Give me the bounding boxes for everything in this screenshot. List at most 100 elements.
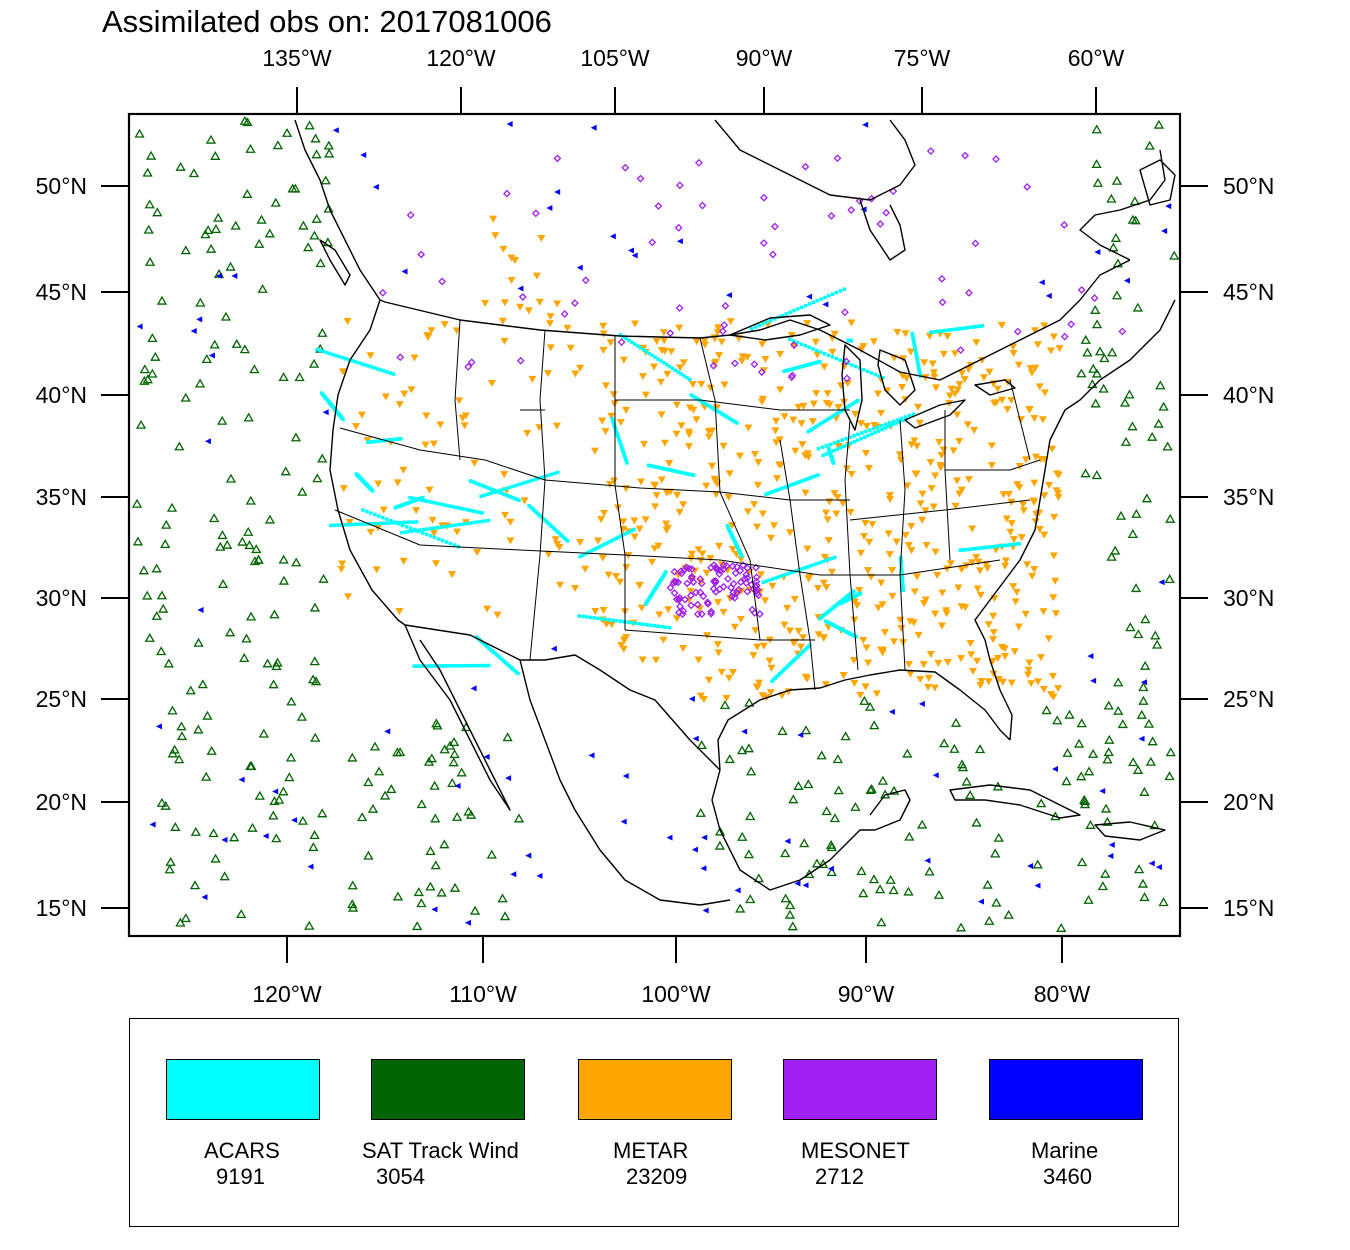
acars-marker xyxy=(432,535,437,540)
acars-marker xyxy=(911,338,916,343)
observation-markers xyxy=(131,115,1180,932)
metar-marker xyxy=(1027,680,1036,688)
metar-marker xyxy=(1027,369,1036,377)
acars-marker xyxy=(679,372,683,376)
metar-marker xyxy=(423,332,432,340)
sat-track-wind-marker xyxy=(394,747,406,757)
metar-marker xyxy=(776,386,785,394)
acars-marker xyxy=(976,324,980,329)
metar-marker xyxy=(796,643,805,651)
sat-track-wind-marker xyxy=(185,685,196,695)
metar-marker xyxy=(735,452,744,460)
mesonet-marker xyxy=(674,578,683,587)
metar-marker xyxy=(989,629,998,637)
sat-track-wind-marker xyxy=(1138,682,1149,692)
sat-track-wind-marker xyxy=(363,850,374,860)
metar-marker xyxy=(943,333,952,341)
acars-marker xyxy=(721,413,726,417)
acars-marker xyxy=(775,488,779,493)
acars-marker xyxy=(806,564,810,569)
sat-track-wind-marker xyxy=(874,884,886,894)
sat-track-wind-marker xyxy=(205,134,217,144)
mesonet-marker xyxy=(666,583,675,592)
metar-marker xyxy=(706,384,715,392)
sat-track-wind-marker xyxy=(278,575,290,585)
acars-marker xyxy=(452,543,457,547)
mesonet-marker xyxy=(742,570,751,579)
metar-marker xyxy=(949,447,958,455)
sat-track-wind-marker xyxy=(714,840,726,850)
acars-marker xyxy=(408,526,413,531)
sat-track-wind-marker xyxy=(166,502,178,512)
metar-marker xyxy=(660,347,669,355)
metar-marker xyxy=(754,459,763,467)
acars-marker xyxy=(365,509,369,514)
sat-track-wind-marker xyxy=(439,839,450,849)
metar-marker xyxy=(461,412,470,420)
mesonet-marker xyxy=(711,577,720,585)
mesonet-marker xyxy=(938,298,947,307)
acars-marker xyxy=(364,522,369,526)
metar-marker xyxy=(738,353,747,361)
metar-marker xyxy=(935,438,944,446)
sat-track-wind-marker xyxy=(151,563,162,573)
metar-marker xyxy=(920,359,929,367)
top-axis-labels: 135°W 120°W 105°W 90°W 75°W 60°W xyxy=(262,45,1124,71)
metar-marker xyxy=(753,643,762,651)
acars-marker xyxy=(686,472,690,476)
acars-marker xyxy=(770,679,774,683)
mesonet-marker xyxy=(518,293,527,301)
sat-track-wind-marker xyxy=(219,871,230,881)
sat-track-wind-marker xyxy=(210,224,222,233)
sat-track-wind-marker xyxy=(1127,529,1138,539)
metar-marker xyxy=(607,621,616,629)
acars-marker xyxy=(369,365,374,369)
acars-marker xyxy=(623,457,628,461)
sat-track-wind-marker xyxy=(961,776,972,786)
top-tick-label: 135°W xyxy=(262,45,332,71)
metar-marker xyxy=(421,441,430,449)
acars-marker xyxy=(805,477,809,481)
acars-marker xyxy=(670,366,675,371)
james-bay xyxy=(859,199,906,261)
acars-marker xyxy=(725,415,730,419)
acars-marker xyxy=(452,664,457,668)
metar-marker xyxy=(481,299,490,307)
metar-marker xyxy=(789,416,798,424)
sat-track-wind-marker xyxy=(859,695,870,705)
sat-track-wind-marker xyxy=(1087,748,1099,758)
sat-track-wind-marker xyxy=(1080,468,1091,478)
mesonet-marker xyxy=(750,360,759,369)
sat-track-wind-marker xyxy=(281,127,293,137)
acars-marker xyxy=(968,547,972,551)
acars-marker xyxy=(465,508,469,512)
sat-track-wind-marker xyxy=(303,242,314,252)
acars-marker xyxy=(997,544,1002,548)
metar-marker xyxy=(1048,445,1057,453)
metar-marker xyxy=(906,348,915,356)
acars-marker xyxy=(768,490,773,495)
metar-marker xyxy=(622,406,631,414)
metar-marker xyxy=(856,691,865,699)
acars-marker xyxy=(581,614,585,619)
acars-marker xyxy=(869,371,874,375)
acars-marker xyxy=(777,487,781,492)
sat-track-wind-marker xyxy=(357,812,368,822)
metar-marker xyxy=(767,664,776,672)
acars-marker xyxy=(913,345,917,350)
acars-marker xyxy=(803,478,807,482)
metar-marker xyxy=(1007,679,1016,687)
acars-marker xyxy=(471,663,476,668)
sat-track-wind-marker xyxy=(1164,771,1175,781)
metar-marker xyxy=(1029,497,1038,505)
metar-marker xyxy=(921,507,930,515)
acars-marker xyxy=(864,429,868,434)
sat-track-wind-marker xyxy=(780,848,791,858)
mesonet-marker xyxy=(666,329,675,338)
acars-marker xyxy=(914,354,919,359)
acars-marker xyxy=(812,562,816,567)
metar-marker xyxy=(1031,453,1040,461)
acars-marker xyxy=(627,338,631,343)
metar-marker xyxy=(984,678,993,686)
acars-marker xyxy=(497,490,501,494)
